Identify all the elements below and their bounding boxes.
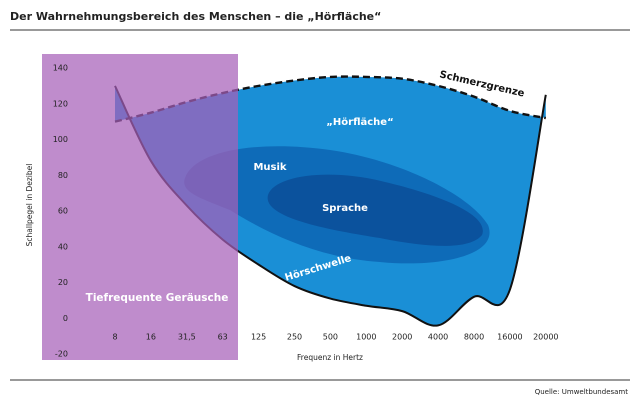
- pain-line: [114, 75, 547, 123]
- chart-title: Der Wahrnehmungsbereich des Menschen – d…: [10, 10, 381, 23]
- annotation: Tiefrequente Geräusche: [86, 292, 229, 304]
- y-tick-label: 140: [53, 64, 68, 73]
- y-tick-label: 100: [53, 135, 68, 144]
- low-frequency-region: [42, 54, 238, 360]
- x-tick-label: 20000: [533, 333, 558, 342]
- x-tick-label: 8000: [464, 333, 484, 342]
- x-tick-label: 8: [112, 333, 117, 342]
- x-tick-label: 63: [218, 333, 228, 342]
- x-tick-label: 16000: [497, 333, 522, 342]
- x-tick-label: 4000: [428, 333, 448, 342]
- y-axis-label: Schallpegel in Dezibel: [25, 164, 34, 247]
- y-tick-label: 0: [63, 314, 68, 323]
- x-tick-label: 500: [323, 333, 338, 342]
- annotation: Musik: [253, 162, 286, 173]
- x-axis-label: Frequenz in Hertz: [297, 353, 363, 362]
- y-tick-label: -20: [55, 350, 68, 359]
- x-tick-label: 2000: [392, 333, 412, 342]
- source: Quelle: Umweltbundesamt: [535, 388, 629, 396]
- y-tick-label: 80: [58, 171, 68, 180]
- y-tick-label: 20: [58, 278, 68, 287]
- annotation: „Hörfläche“: [326, 117, 393, 128]
- speech-region: [267, 174, 483, 246]
- x-tick-label: 125: [251, 333, 266, 342]
- y-tick-label: 40: [58, 242, 68, 251]
- annotation: Sprache: [322, 203, 368, 214]
- x-tick-label: 16: [146, 333, 156, 342]
- x-tick-label: 31,5: [178, 333, 196, 342]
- y-tick-label: 60: [58, 207, 68, 216]
- y-tick-label: 120: [53, 99, 68, 108]
- x-tick-label: 250: [287, 333, 302, 342]
- plot: -20 0 20 40 60 80 100 120 140 8 16 31,5 63 125 250 500 1…: [42, 54, 559, 360]
- x-tick-label: 1000: [356, 333, 376, 342]
